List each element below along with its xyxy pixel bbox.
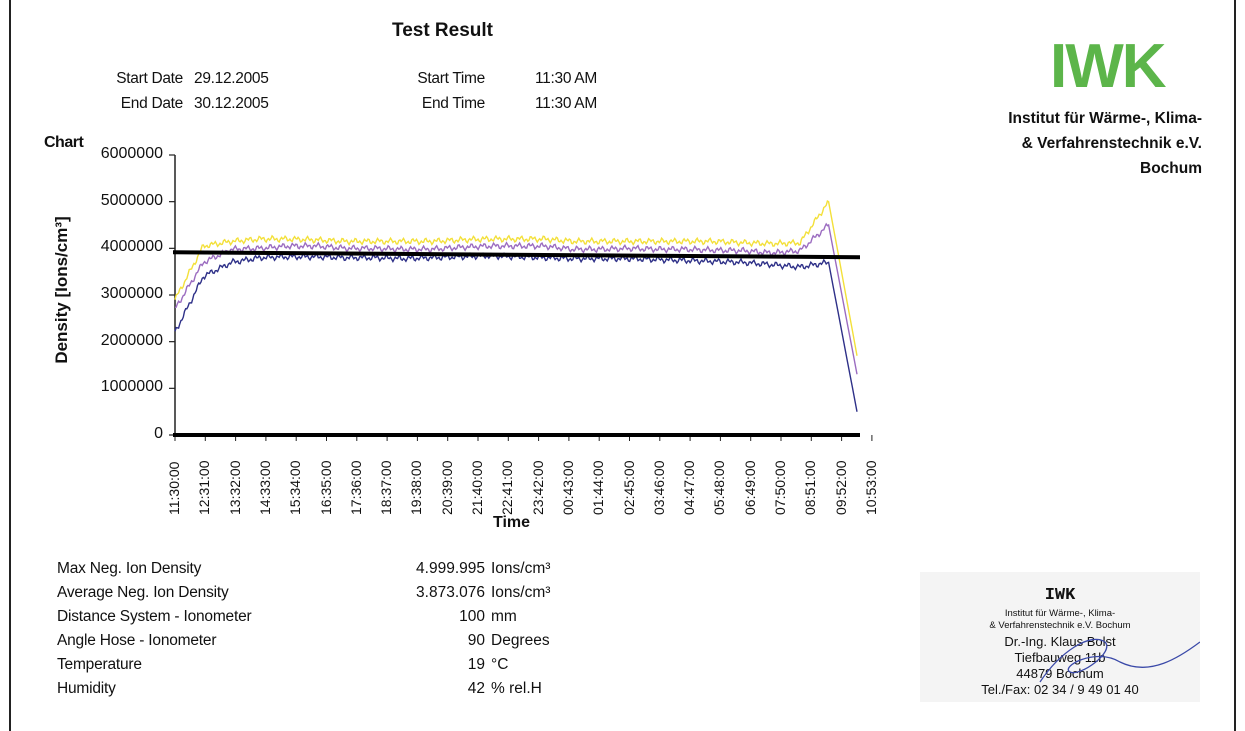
stat-label: Humidity: [57, 680, 116, 697]
stat-value: 19: [467, 656, 485, 673]
stat-label: Angle Hose - Ionometer: [57, 632, 217, 649]
start-time-value: 11:30 AM: [535, 70, 597, 87]
stat-label: Temperature: [57, 656, 142, 673]
stamp-line-2: & Verfahrenstechnik e.V. Bochum: [989, 620, 1131, 631]
stat-unit: % rel.H: [491, 680, 542, 697]
stat-value: 42: [467, 680, 485, 697]
institute-line-3: Bochum: [1140, 160, 1202, 177]
x-axis-label: Time: [493, 514, 531, 531]
stamp-line-5: 44879 Bochum: [1016, 666, 1104, 681]
start-date-value: 29.12.2005: [194, 70, 269, 87]
stat-label: Average Neg. Ion Density: [57, 584, 229, 601]
signature-stamp: IWK Institut für Wärme-, Klima- & Verfah…: [920, 572, 1200, 702]
series-line-0: [174, 199, 858, 356]
average-line: [172, 250, 861, 260]
stat-value: 100: [459, 608, 485, 625]
stamp-line-6: Tel./Fax: 02 34 / 9 49 01 40: [981, 682, 1139, 697]
stat-unit: Ions/cm³: [491, 560, 551, 577]
stat-unit: Ions/cm³: [491, 584, 551, 601]
stat-value: 90: [467, 632, 485, 649]
y-tick-label: 3000000: [100, 285, 163, 302]
y-tick-label: 2000000: [100, 331, 163, 349]
y-tick-label: 6000000: [100, 145, 163, 162]
stat-label: Distance System - Ionometer: [57, 608, 252, 625]
stat-unit: mm: [491, 608, 517, 625]
institute-line-2: & Verfahrenstechnik e.V.: [1021, 135, 1202, 152]
end-time-value: 11:30 AM: [535, 95, 597, 112]
y-tick-label: 0: [154, 425, 163, 442]
stamp-title: IWK: [1044, 586, 1076, 605]
stamp-line-1: Institut für Wärme-, Klima-: [1004, 608, 1116, 619]
iwk-logo: IWK: [1050, 32, 1167, 101]
institute-line-1: Institut für Wärme-, Klima-: [1008, 110, 1202, 127]
stamp-line-3: Dr.-Ing. Klaus Bolst: [1004, 634, 1116, 649]
y-tick-label: 5000000: [100, 191, 163, 209]
start-date-label: Start Date: [116, 70, 183, 87]
y-tick-label: 1000000: [100, 378, 163, 396]
stat-value: 3.873.076: [416, 584, 485, 601]
y-tick-label: 4000000: [100, 238, 163, 256]
start-time-label: Start Time: [417, 70, 485, 87]
report-title: Test Result: [392, 20, 494, 41]
stat-label: Max Neg. Ion Density: [57, 560, 202, 577]
signature-scribble: [1039, 638, 1200, 683]
stat-value: 4.999.995: [416, 560, 485, 577]
chart-label: Chart: [44, 134, 84, 151]
end-date-value: 30.12.2005: [194, 95, 269, 112]
series-line-2: [174, 252, 858, 412]
page-border-left: [9, 0, 11, 731]
series-line-1: [174, 222, 858, 375]
stat-unit: °C: [491, 656, 509, 673]
end-date-label: End Date: [120, 95, 184, 112]
page-border-right: [1234, 0, 1236, 731]
stat-unit: Degrees: [491, 632, 550, 649]
end-time-label: End Time: [421, 95, 485, 112]
